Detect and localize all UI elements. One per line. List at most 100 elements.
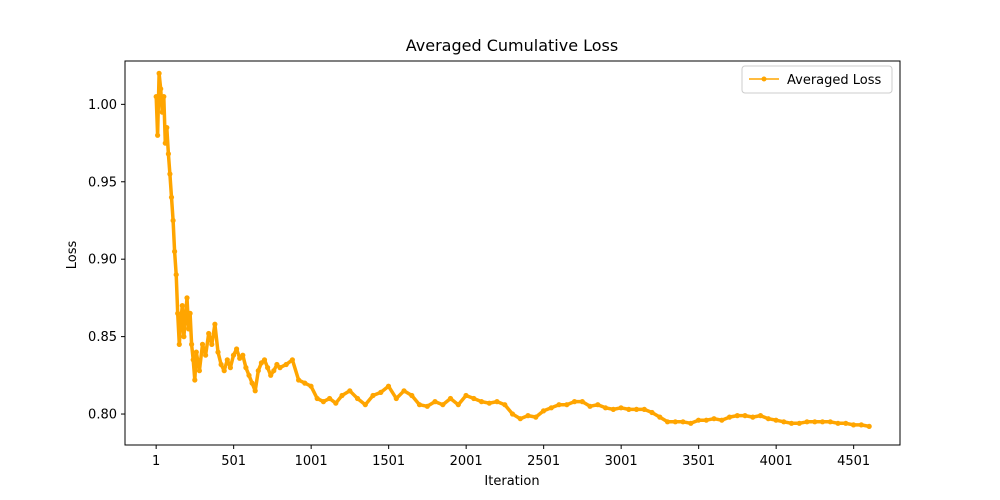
x-tick-label: 2501 [527,454,560,469]
data-point [199,341,206,347]
data-point [161,94,167,100]
x-axis-label: Iteration [484,474,539,489]
y-axis-label: Loss [65,241,80,270]
data-point [261,357,268,363]
data-point [243,365,249,371]
data-point [719,417,725,423]
data-point [159,109,165,115]
data-point [190,357,196,363]
data-point [688,420,694,426]
data-point [178,318,184,324]
data-point [765,416,771,422]
data-point [533,414,539,420]
data-point [189,341,195,347]
data-point [664,419,671,425]
data-point [502,402,508,408]
data-point [726,414,733,420]
data-point [227,365,233,371]
data-point [249,380,255,386]
data-point [703,417,709,423]
series-line [154,71,871,429]
data-point [289,357,295,363]
data-point [432,399,438,405]
data-point [649,409,655,416]
data-point [173,272,179,278]
y-tick-label: 0.85 [88,330,117,345]
legend-label: Averaged Loss [787,73,882,88]
data-point [804,419,810,425]
data-point [186,326,192,332]
data-point [179,303,185,309]
data-point [212,321,218,327]
data-point [158,86,164,92]
data-point [181,334,187,340]
data-point [308,383,314,389]
data-point [587,403,593,409]
data-point [657,414,663,420]
data-point [164,125,170,131]
data-point [680,419,686,425]
data-point [271,368,277,374]
data-point [695,417,702,423]
data-point [447,395,454,402]
data-point [327,395,333,402]
data-point [672,419,678,425]
x-tick-label: 2001 [450,454,483,469]
legend-box [741,65,893,94]
data-point [172,248,178,255]
data-point [265,365,271,371]
data-point [463,392,469,399]
x-tick-label: 3001 [605,454,638,469]
data-point [866,423,872,429]
data-point [252,388,258,394]
data-point [409,392,415,399]
data-point [571,399,578,405]
data-point [424,403,430,409]
data-point [478,399,485,405]
data-point [835,420,841,426]
data-point [193,349,199,355]
data-point [184,295,190,301]
data-point [162,140,168,146]
x-tick-label: 4001 [760,454,793,469]
x-tick-label: 1501 [372,454,405,469]
data-point [641,406,647,412]
data-point [440,402,446,408]
data-point [750,414,756,420]
legend-marker [761,76,767,82]
legend: Averaged Loss [741,65,893,94]
data-point [633,406,640,412]
data-point [812,419,818,425]
data-point [385,383,392,389]
data-point [517,416,523,422]
data-point [268,372,274,378]
data-point [296,377,302,383]
data-point [393,395,399,402]
data-point [234,346,240,352]
data-point [277,365,283,371]
x-tick-label: 501 [221,454,246,469]
axis-ticks: 1 501 1001 1501 2001 2501 3001 3501 4001 45010.80… [88,60,901,469]
data-point [843,420,849,426]
data-point [486,400,492,406]
data-point [302,380,308,386]
data-point [618,405,624,411]
data-point [540,408,547,414]
data-point [224,357,230,363]
data-point [182,315,188,321]
x-tick-label: 3501 [682,454,715,469]
data-point [378,389,384,395]
data-point [206,330,212,337]
data-point [339,392,345,399]
data-point [788,420,795,426]
data-point [370,392,376,399]
data-point [734,413,740,419]
data-point [283,361,289,368]
data-point [240,352,246,358]
data-point [333,400,339,406]
data-point [564,402,570,408]
x-tick-label: 1001 [295,454,328,469]
data-point [416,402,423,408]
